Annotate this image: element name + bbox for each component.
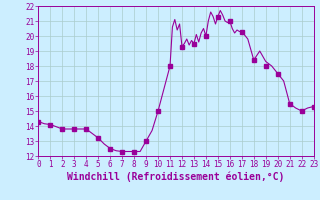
X-axis label: Windchill (Refroidissement éolien,°C): Windchill (Refroidissement éolien,°C) — [67, 172, 285, 182]
